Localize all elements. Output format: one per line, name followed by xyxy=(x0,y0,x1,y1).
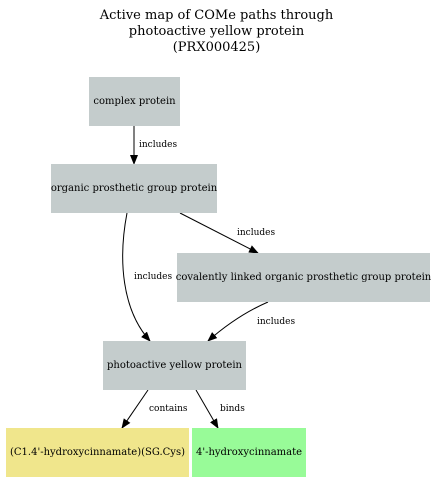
edge-label-includes-4: includes xyxy=(257,317,296,327)
title-line-3: (PRX000425) xyxy=(172,40,261,55)
node-label: complex protein xyxy=(93,96,176,107)
edge-covalent-to-pyp xyxy=(207,301,269,342)
diagram-title: Active map of COMe paths through photoac… xyxy=(0,8,433,56)
node-complex-protein[interactable]: complex protein xyxy=(89,77,180,126)
node-organic-prosthetic-group-protein[interactable]: organic prosthetic group protein xyxy=(51,164,217,213)
edge-label-includes-1: includes xyxy=(139,140,178,150)
edge-organic-to-pyp xyxy=(122,212,151,342)
node-label: organic prosthetic group protein xyxy=(50,183,218,194)
node-chromophore[interactable]: (C1.4'-hydroxycinnamate)(SG.Cys) xyxy=(6,428,189,477)
edge-label-contains: contains xyxy=(149,404,188,414)
node-label: (C1.4'-hydroxycinnamate)(SG.Cys) xyxy=(10,447,185,458)
edge-label-includes-3: includes xyxy=(134,272,173,282)
edge-organic-to-covalent xyxy=(179,212,259,254)
node-covalently-linked-protein[interactable]: covalently linked organic prosthetic gro… xyxy=(175,253,432,302)
node-label: photoactive yellow protein xyxy=(107,360,242,371)
title-line-1: Active map of COMe paths through xyxy=(99,8,334,23)
edge-label-includes-2: includes xyxy=(237,228,276,238)
edge-label-binds: binds xyxy=(220,404,245,414)
edge-pyp-to-hydroxycinnamate xyxy=(195,389,219,429)
node-hydroxycinnamate[interactable]: 4'-hydroxycinnamate xyxy=(192,428,306,477)
title-line-2: photoactive yellow protein xyxy=(128,24,305,39)
node-label: covalently linked organic prosthetic gro… xyxy=(175,272,432,283)
edge-pyp-to-chromophore xyxy=(121,389,149,429)
node-photoactive-yellow-protein[interactable]: photoactive yellow protein xyxy=(103,341,246,390)
node-label: 4'-hydroxycinnamate xyxy=(195,447,303,458)
